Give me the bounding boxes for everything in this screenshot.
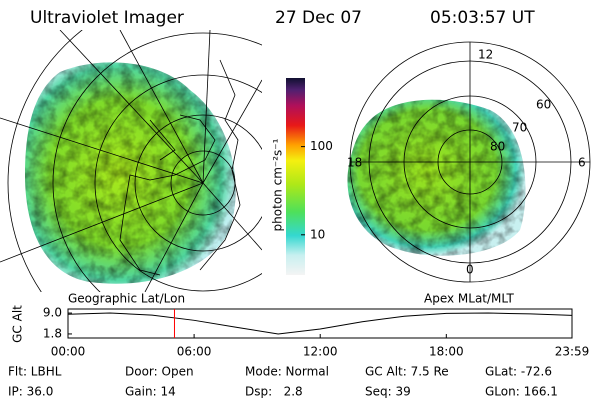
colorbar	[286, 78, 305, 275]
panel-label: Apex MLat/MLT	[424, 292, 514, 306]
mlat-label: 60	[536, 98, 551, 112]
y-tick-label: 1.8	[43, 326, 62, 340]
date: 27 Dec 07	[275, 8, 362, 28]
info-field: Mode: Normal	[245, 365, 329, 379]
info-field: Seq: 39	[365, 385, 411, 399]
info-field: Door: Open	[125, 365, 194, 379]
mlat-label: 70	[512, 121, 527, 135]
title: Ultraviolet Imager	[30, 8, 184, 28]
geographic-image	[0, 30, 262, 292]
x-tick-label: 06:00	[177, 345, 212, 359]
x-tick-label: 00:00	[51, 345, 86, 359]
info-field: GLat: -72.6	[485, 365, 552, 379]
mlat-label: 80	[490, 140, 505, 154]
info-field: Gain: 14	[125, 385, 176, 399]
x-tick-label: 18:00	[429, 345, 464, 359]
polar-image	[347, 41, 591, 283]
y-axis-label: GC Alt	[11, 305, 25, 343]
info-field: Dsp: 2.8	[245, 385, 303, 399]
info-field: GLon: 166.1	[485, 385, 558, 399]
colorbar-tick-label: 100	[310, 139, 333, 153]
mlt-label: 0	[466, 263, 474, 277]
mlt-label: 6	[578, 156, 586, 170]
time: 05:03:57 UT	[430, 8, 535, 28]
mlt-label: 12	[478, 48, 493, 62]
info-field: GC Alt: 7.5 Re	[365, 365, 449, 379]
colorbar-label: photon cm⁻²s⁻¹	[271, 138, 285, 231]
info-field: Flt: LBHL	[8, 365, 62, 379]
y-tick-label: 9.0	[43, 306, 62, 320]
altitude-line	[67, 312, 573, 335]
colorbar-tick-label: 10	[310, 227, 325, 241]
panel-label: Geographic Lat/Lon	[68, 292, 185, 306]
mlt-label: 18	[347, 156, 362, 170]
info-field: IP: 36.0	[8, 385, 53, 399]
x-tick-label: 12:00	[303, 345, 338, 359]
x-tick-label: 23:59	[555, 345, 590, 359]
